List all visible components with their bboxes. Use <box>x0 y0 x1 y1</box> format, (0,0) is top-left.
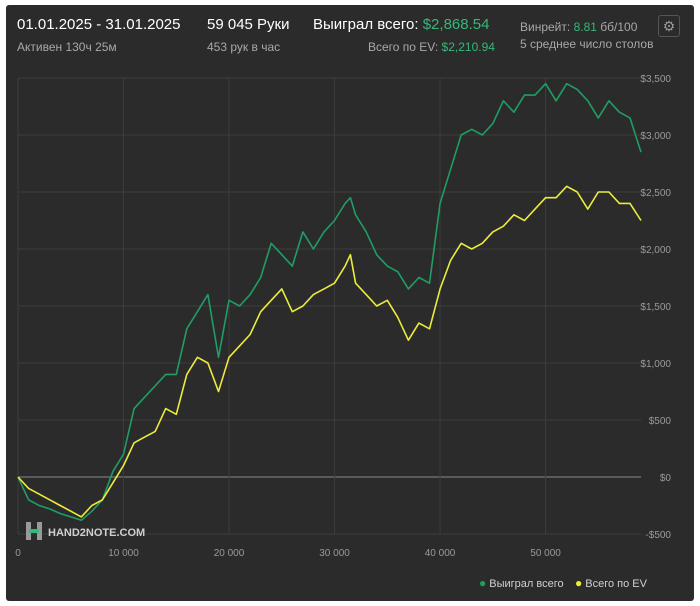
hands-per-hour: 453 рук в час <box>207 40 281 54</box>
winrate: Винрейт: 8.81 бб/100 <box>520 20 637 34</box>
chart-grid <box>17 77 641 535</box>
won-label: Выиграл всего: <box>313 16 419 33</box>
y-tick-label: $1,500 <box>640 302 671 313</box>
x-tick-label: 0 <box>15 548 21 559</box>
ev-value: $2,210.94 <box>441 40 495 54</box>
x-tick-label: 40 000 <box>425 548 456 559</box>
gear-icon: ⚙ <box>662 17 676 34</box>
winrate-unit: бб/100 <box>600 20 638 34</box>
x-tick-label: 50 000 <box>530 548 561 559</box>
series-line-ev <box>17 185 642 518</box>
ev-label: Всего по EV: <box>368 40 439 54</box>
won-value: $2,868.54 <box>422 16 490 33</box>
x-tick-label: 20 000 <box>214 548 245 559</box>
legend-label-ev: Всего по EV <box>585 578 647 590</box>
x-tick-label: 30 000 <box>319 548 350 559</box>
series-lines <box>17 82 642 522</box>
y-tick-label: -$500 <box>645 530 671 541</box>
won-total: Выиграл всего: $2,868.54 <box>313 16 489 33</box>
avg-tables: 5 среднее число столов <box>520 37 654 51</box>
graph-panel <box>6 5 694 601</box>
y-tick-label: $3,500 <box>640 74 671 85</box>
active-time: Активен 130ч 25м <box>17 40 117 54</box>
winrate-label: Винрейт: <box>520 20 571 34</box>
y-tick-label: $0 <box>660 473 672 484</box>
y-tick-label: $2,500 <box>640 188 671 199</box>
y-axis-ticks: $3,500 $3,000 $2,500 $2,000 $1,500 $1,000 $500… <box>640 74 671 541</box>
legend-item-ev[interactable]: ● Всего по EV <box>575 576 647 590</box>
y-tick-label: $3,000 <box>640 131 671 142</box>
y-tick-label: $2,000 <box>640 245 671 256</box>
x-tick-label: 10 000 <box>108 548 139 559</box>
watermark-text: HAND2NOTE.COM <box>48 527 145 539</box>
winrate-value: 8.81 <box>573 20 597 34</box>
series-line-won <box>17 82 642 522</box>
y-tick-label: $500 <box>649 416 672 427</box>
date-range[interactable]: 01.01.2025 - 31.01.2025 <box>17 16 181 33</box>
x-axis-ticks: 0 10 000 20 000 30 000 40 000 50 000 <box>15 548 561 559</box>
hand2note-logo-icon <box>26 522 42 540</box>
hands-count: 59 045 Руки <box>207 16 290 33</box>
settings-button[interactable]: ⚙ <box>658 15 680 37</box>
y-tick-label: $1,000 <box>640 359 671 370</box>
legend-item-won[interactable]: ● Выиграл всего <box>479 576 564 590</box>
watermark: HAND2NOTE.COM <box>26 522 145 540</box>
ev-total: Всего по EV: $2,210.94 <box>368 40 495 54</box>
legend-label-won: Выиграл всего <box>489 578 564 590</box>
